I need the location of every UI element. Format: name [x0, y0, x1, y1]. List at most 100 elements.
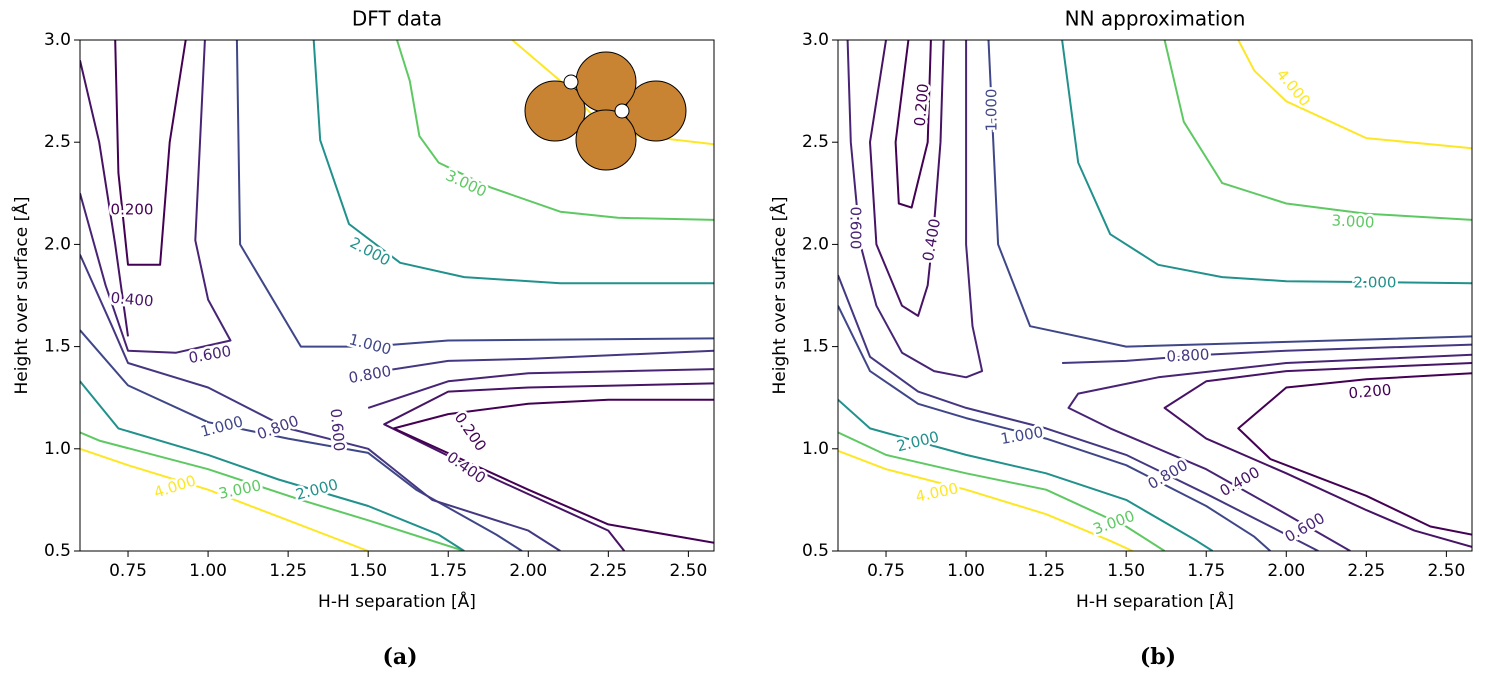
chart-title: NN approximation: [1065, 7, 1246, 31]
contour-label: 4.000: [914, 479, 960, 506]
contour-label: 1.000: [999, 423, 1044, 448]
contour-line: [80, 329, 523, 551]
contour-line: [396, 40, 714, 221]
x-tick-label: 1.25: [1027, 561, 1065, 581]
contour-line: [1067, 353, 1472, 551]
contour-label: 0.400: [1217, 463, 1263, 500]
contour-line: [80, 431, 465, 551]
contour-line: [1163, 40, 1472, 221]
contour-line: [235, 40, 714, 348]
x-tick-label: 2.00: [509, 561, 547, 581]
hydrogen: [614, 103, 630, 119]
atom: [575, 109, 637, 171]
x-tick-label: 1.75: [429, 561, 467, 581]
y-tick-label: 0.5: [802, 541, 829, 561]
contour-line: [1062, 343, 1472, 364]
x-tick-label: 1.50: [1107, 561, 1145, 581]
contour-label: 3.000: [443, 166, 490, 200]
x-tick-label: 1.50: [349, 561, 387, 581]
x-tick-label: 0.75: [109, 561, 147, 581]
y-axis-label: Height over surface [Å]: [768, 196, 790, 394]
contour-label: 2.000: [294, 475, 340, 504]
contour-line: [114, 40, 187, 266]
plot-frame: [837, 39, 1473, 552]
x-axis-label: H-H separation [Å]: [318, 590, 476, 612]
contour-label: 4.000: [1273, 65, 1314, 109]
contour-line: [846, 40, 984, 379]
contour-label: 0.600: [327, 408, 349, 452]
contour-line: [80, 380, 465, 551]
y-tick-label: 0.5: [44, 541, 71, 561]
y-tick-label: 1.5: [44, 337, 71, 357]
contour-label: 0.800: [1166, 345, 1210, 365]
contour-line: [838, 274, 1319, 551]
contour-line: [838, 449, 1134, 551]
contour-line: [838, 398, 1214, 551]
contour-label: 0.400: [110, 289, 154, 311]
x-tick-label: 1.75: [1187, 561, 1225, 581]
contour-line: [392, 398, 714, 544]
x-tick-label: 2.25: [589, 561, 627, 581]
contour-label: 0.200: [911, 83, 933, 127]
contour-label: 0.800: [347, 362, 392, 387]
plot-frame: [79, 39, 715, 552]
inset-surface-sketch: [524, 51, 687, 171]
contour-label: 3.000: [1331, 211, 1375, 231]
contour-label: 1.000: [199, 412, 245, 441]
x-tick-label: 1.00: [189, 561, 227, 581]
contour-label: 0.400: [919, 217, 944, 262]
contour-label: 0.800: [255, 412, 302, 444]
contour-label: 1.000: [983, 89, 1001, 132]
x-tick-label: 2.50: [669, 561, 707, 581]
chart-title: DFT data: [352, 7, 442, 31]
y-tick-label: 2.0: [44, 234, 71, 254]
contour-line: [1163, 362, 1472, 548]
y-tick-label: 3.0: [802, 30, 829, 50]
contour-label: 2.000: [1354, 274, 1397, 292]
y-axis-label: Height over surface [Å]: [10, 196, 32, 394]
atom: [524, 80, 586, 142]
caption: (b): [1140, 644, 1176, 670]
contour-line: [1061, 40, 1472, 285]
y-tick-label: 2.5: [802, 132, 829, 152]
contour-line: [1237, 40, 1472, 150]
contours: [80, 40, 714, 551]
contour-label: 3.000: [1091, 507, 1138, 539]
contour-line: [987, 40, 1472, 348]
x-tick-label: 2.25: [1347, 561, 1385, 581]
contour-label: 1.000: [347, 330, 393, 359]
x-tick-label: 0.75: [867, 561, 905, 581]
contour-label: 3.000: [217, 476, 263, 503]
contour-label: 0.600: [187, 342, 232, 367]
contour-line: [383, 382, 714, 551]
contour-line: [80, 447, 369, 551]
hydrogen: [563, 74, 579, 90]
contour-label: 0.200: [1348, 381, 1392, 403]
contour-line: [838, 431, 1166, 551]
caption: (a): [382, 644, 417, 670]
contour-line: [1237, 372, 1472, 536]
contour-line: [368, 349, 714, 375]
contour-label: 0.600: [847, 207, 865, 250]
contour-line: [367, 368, 714, 409]
contour-label: 4.000: [152, 471, 198, 501]
x-axis-label: H-H separation [Å]: [1076, 590, 1234, 612]
y-tick-label: 2.0: [802, 234, 829, 254]
y-tick-label: 1.0: [802, 439, 829, 459]
contour-line: [80, 60, 129, 337]
contour-line: [869, 40, 945, 317]
contour-label: 0.400: [444, 448, 490, 487]
y-tick-label: 3.0: [44, 30, 71, 50]
contour-line: [312, 40, 714, 285]
contour-line: [80, 40, 232, 354]
x-tick-label: 2.50: [1427, 561, 1465, 581]
contour-label: 2.000: [895, 428, 941, 456]
x-tick-label: 1.25: [269, 561, 307, 581]
contour-line: [838, 305, 1271, 551]
y-tick-label: 1.0: [44, 439, 71, 459]
contour-label: 0.200: [111, 201, 154, 219]
x-tick-label: 2.00: [1267, 561, 1305, 581]
contours: [838, 40, 1472, 551]
